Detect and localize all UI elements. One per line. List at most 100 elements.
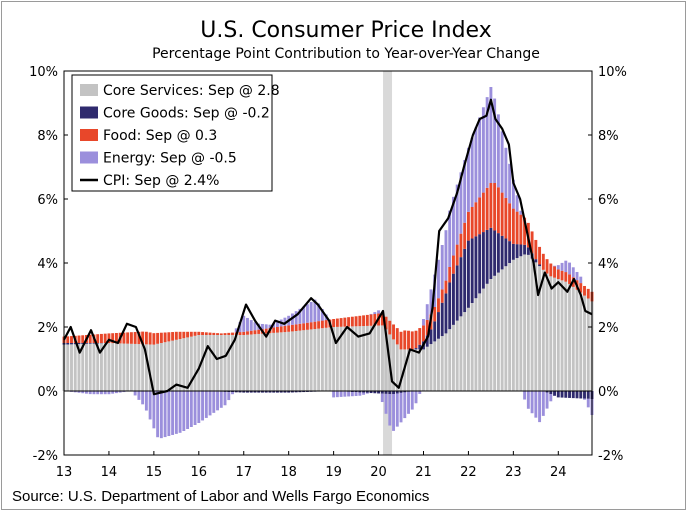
bar-energy bbox=[571, 267, 575, 278]
bar-food bbox=[362, 315, 366, 327]
bar-food bbox=[122, 332, 126, 344]
bar-core-services bbox=[144, 344, 148, 391]
bar-energy bbox=[583, 398, 586, 400]
bar-core-goods bbox=[275, 391, 279, 393]
bar-energy bbox=[107, 391, 111, 395]
cpi-line bbox=[63, 98, 593, 396]
bar-food bbox=[395, 328, 399, 345]
bar-food bbox=[474, 202, 478, 237]
bar-core-services bbox=[193, 335, 197, 391]
bar-core-services bbox=[272, 332, 276, 391]
bar-energy bbox=[493, 98, 497, 183]
bar-food bbox=[410, 331, 414, 350]
bar-core-services bbox=[182, 338, 186, 391]
legend-label-food: Food: Sep @ 0.3 bbox=[103, 128, 217, 144]
bar-energy bbox=[144, 391, 148, 411]
bar-core-goods bbox=[568, 391, 571, 398]
bar-food bbox=[339, 318, 343, 327]
bar-energy bbox=[500, 131, 504, 193]
bar-energy bbox=[425, 304, 429, 320]
bar-energy bbox=[362, 392, 366, 395]
bar-core-services bbox=[216, 335, 219, 391]
bar-core-services bbox=[268, 333, 272, 391]
bar-core-services bbox=[545, 273, 549, 391]
bar-energy bbox=[437, 259, 440, 299]
bar-food bbox=[197, 331, 201, 335]
bar-core-services bbox=[474, 298, 478, 391]
legend-label-cpi: CPI: Sep @ 2.4% bbox=[103, 173, 219, 189]
bar-core-services bbox=[568, 283, 571, 391]
bar-energy bbox=[118, 391, 122, 393]
bar-core-goods bbox=[358, 391, 362, 393]
bar-core-goods bbox=[508, 241, 512, 263]
bar-food bbox=[298, 323, 302, 331]
bar-food bbox=[586, 288, 590, 299]
bar-food bbox=[182, 331, 186, 339]
bar-energy bbox=[249, 320, 253, 331]
bar-core-services bbox=[137, 344, 141, 391]
bar-core-services bbox=[107, 343, 111, 391]
bar-energy bbox=[350, 392, 354, 397]
x-tick-label: 23 bbox=[505, 465, 522, 480]
bar-energy bbox=[549, 394, 553, 402]
bar-core-goods bbox=[377, 391, 381, 394]
bar-core-services bbox=[523, 254, 527, 391]
bar-food bbox=[556, 269, 560, 279]
bar-food bbox=[515, 211, 519, 245]
bar-energy bbox=[111, 391, 115, 394]
chart-title: U.S. Consumer Price Index bbox=[200, 18, 491, 43]
bar-food bbox=[583, 285, 586, 296]
bar-core-goods bbox=[246, 391, 249, 393]
bar-food bbox=[553, 266, 557, 278]
bar-core-services bbox=[575, 289, 579, 391]
bar-core-services bbox=[478, 293, 482, 391]
bar-core-goods bbox=[261, 391, 264, 393]
bar-food bbox=[425, 319, 429, 336]
bar-energy bbox=[444, 230, 448, 281]
bar-core-services bbox=[257, 333, 261, 391]
bar-core-services bbox=[88, 343, 92, 391]
bar-core-services bbox=[152, 344, 156, 391]
bar-core-services bbox=[324, 327, 328, 391]
bar-core-goods bbox=[429, 329, 433, 345]
bar-food bbox=[107, 333, 111, 343]
bar-food bbox=[500, 192, 504, 236]
bar-core-goods bbox=[418, 344, 422, 350]
bar-core-goods bbox=[399, 391, 403, 393]
bar-core-services bbox=[358, 326, 362, 391]
bar-food bbox=[242, 331, 246, 335]
bar-core-goods bbox=[287, 391, 291, 393]
bar-food bbox=[437, 298, 440, 313]
bar-core-goods bbox=[264, 391, 268, 393]
bar-core-services bbox=[126, 343, 130, 391]
bar-core-services bbox=[305, 329, 309, 391]
bar-energy bbox=[167, 391, 171, 437]
bar-core-services bbox=[264, 333, 268, 391]
bar-energy bbox=[122, 391, 126, 393]
bar-core-services bbox=[73, 344, 77, 391]
bar-food bbox=[163, 332, 167, 343]
bar-energy bbox=[470, 137, 474, 207]
bar-core-goods bbox=[362, 391, 366, 393]
bar-energy bbox=[380, 393, 384, 403]
bar-core-services bbox=[583, 295, 586, 391]
bar-food bbox=[455, 244, 459, 266]
bar-energy bbox=[313, 299, 317, 322]
bar-energy bbox=[399, 392, 403, 423]
bar-core-services bbox=[287, 331, 291, 391]
bar-energy bbox=[234, 328, 238, 333]
bar-energy bbox=[137, 391, 141, 400]
bar-energy bbox=[317, 303, 321, 322]
bar-core-goods bbox=[365, 391, 369, 393]
bar-food bbox=[99, 333, 103, 343]
bar-core-services bbox=[253, 334, 257, 391]
legend-label-core-services: Core Services: Sep @ 2.8 bbox=[103, 83, 280, 99]
bar-food bbox=[358, 315, 362, 327]
source-note: Source: U.S. Department of Labor and Wel… bbox=[12, 488, 429, 505]
bar-core-services bbox=[309, 329, 313, 391]
bar-energy bbox=[369, 313, 373, 315]
bar-core-services bbox=[515, 258, 519, 391]
legend-swatch-core-services bbox=[80, 84, 98, 96]
bar-energy bbox=[508, 163, 512, 204]
bar-food bbox=[560, 270, 564, 281]
